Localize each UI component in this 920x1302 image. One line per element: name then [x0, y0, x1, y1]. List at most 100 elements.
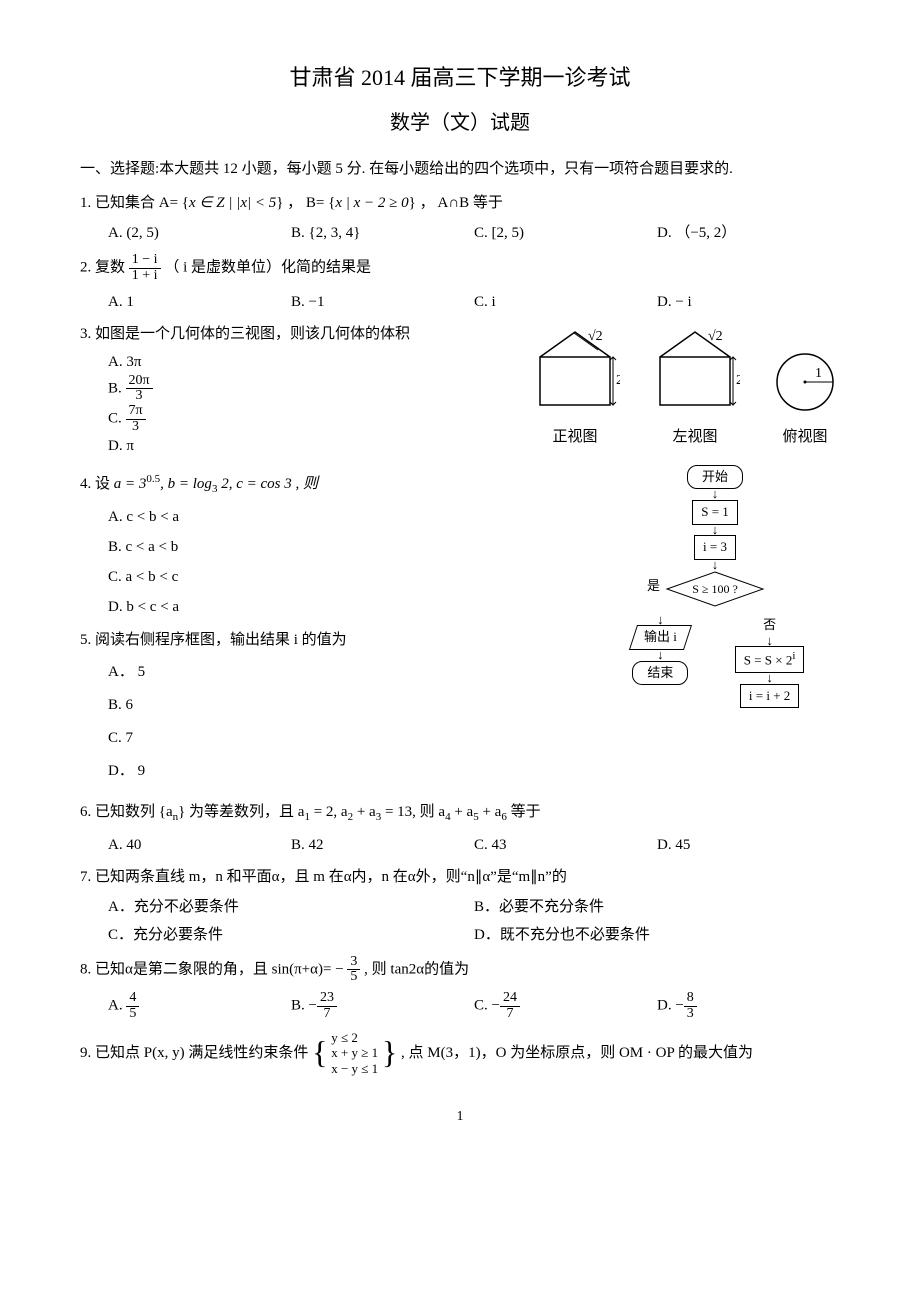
- brace-icon: {: [312, 1040, 327, 1066]
- q8-bd: 7: [317, 1007, 337, 1022]
- question-8: 8. 已知α是第二象限的角，且 sin(π+α)= − 35 , 则 tan2α…: [80, 955, 840, 1024]
- q2-fraction: 1 − i 1 + i: [129, 253, 161, 283]
- q4-q5-row: 4. 设 a = 30.5, b = log3 2, c = cos 3 , 则…: [80, 465, 840, 795]
- side-view-label: 左视图: [650, 425, 740, 449]
- q7-options: A．充分不必要条件 B．必要不充分条件 C．充分必要条件 D．既不充分也不必要条…: [108, 893, 840, 949]
- q1-pre: 1. 已知集合 A= {: [80, 195, 189, 211]
- side-view: √2 2 左视图: [650, 322, 740, 449]
- q3-b-frac: 20π3: [126, 374, 153, 404]
- q8-opt-c: C. −247: [474, 989, 657, 1023]
- q1-end: } ， A∩B 等于: [409, 195, 503, 211]
- q9-stem: 9. 已知点 P(x, y) 满足线性约束条件 { y ≤ 2 x + y ≥ …: [80, 1030, 840, 1077]
- q1-mid: } ， B= {: [276, 195, 335, 211]
- q1-stem: 1. 已知集合 A= {x ∈ Z | |x| < 5} ， B= {x | x…: [80, 191, 840, 215]
- svg-text:S ≥ 100 ?: S ≥ 100 ?: [692, 582, 738, 596]
- q8-options: A. 45 B. −237 C. −247 D. −83: [108, 989, 840, 1023]
- q2-opt-b: B. −1: [291, 288, 474, 316]
- q1-opt-b: B. {2, 3, 4}: [291, 219, 474, 247]
- q1-set-a: x ∈ Z | |x| < 5: [189, 195, 276, 211]
- question-7: 7. 已知两条直线 m，n 和平面α，且 m 在α内，n 在α外，则“n∥α”是…: [80, 865, 840, 949]
- q8-end: , 则 tan2α的值为: [364, 961, 469, 977]
- q8-cn: 24: [500, 991, 520, 1007]
- q8-f1n: 3: [347, 955, 360, 971]
- q8-dn: 8: [684, 991, 697, 1007]
- q9-l3: x − y ≤ 1: [331, 1061, 378, 1076]
- q8-a-pre: A.: [108, 998, 126, 1014]
- q4-stem: 4. 设 a = 30.5, b = log3 2, c = cos 3 , 则: [80, 471, 590, 499]
- front-view-label: 正视图: [530, 425, 620, 449]
- q6-eq1: = 2, a: [310, 804, 348, 820]
- q6-end: 等于: [507, 804, 541, 820]
- q6-p1: + a: [353, 804, 376, 820]
- q8-opt-a: A. 45: [108, 989, 291, 1023]
- front-view: √2 2 正视图: [530, 322, 620, 449]
- q3-c-n: 7π: [126, 404, 146, 420]
- q1-set-b: x | x − 2 ≥ 0: [335, 195, 408, 211]
- section-1-heading: 一、选择题:本大题共 12 小题，每小题 5 分. 在每小题给出的四个选项中，只…: [80, 157, 840, 181]
- flowchart: 开始 ↓ S = 1 ↓ i = 3 ↓ 是 S ≥ 100 ? ↓ 输出 i …: [610, 465, 820, 709]
- question-6: 6. 已知数列 {an} 为等差数列，且 a1 = 2, a2 + a3 = 1…: [80, 800, 840, 859]
- fc-mul: S = S × 2i: [735, 646, 805, 673]
- q1-options: A. (2, 5) B. {2, 3, 4} C. [2, 5) D. （−5,…: [108, 219, 840, 247]
- q1-opt-d: D. （−5, 2）: [657, 219, 840, 247]
- three-views: √2 2 正视图 √2 2 左视图: [530, 322, 840, 449]
- brace-icon: }: [382, 1040, 397, 1066]
- doc-subtitle: 数学（文）试题: [80, 107, 840, 139]
- q4-pre: 4. 设: [80, 476, 114, 492]
- arrow-icon: ↓: [719, 636, 820, 646]
- q9-pre: 9. 已知点 P(x, y) 满足线性约束条件: [80, 1044, 312, 1060]
- arrow-icon: ↓: [610, 560, 820, 570]
- q4-exp: 0.5: [146, 473, 160, 485]
- q6-pre: 6. 已知数列 {a: [80, 804, 173, 820]
- q9-l1: y ≤ 2: [331, 1030, 358, 1045]
- q9-system: y ≤ 2 x + y ≥ 1 x − y ≤ 1: [331, 1030, 378, 1077]
- question-9: 9. 已知点 P(x, y) 满足线性约束条件 { y ≤ 2 x + y ≥ …: [80, 1030, 840, 1077]
- fc-output: 输出 i: [629, 625, 692, 650]
- q4-a-expr: a = 3: [114, 476, 147, 492]
- q9-end: , 点 M(3，1)，O 为坐标原点，则 OM · OP 的最大值为: [401, 1044, 753, 1060]
- q8-ad: 5: [126, 1007, 139, 1022]
- q5-opt-c: C. 7: [108, 722, 590, 755]
- q8-bn: 23: [317, 991, 337, 1007]
- q5-opt-d: D． 9: [108, 755, 590, 788]
- fc-inc: i = i + 2: [740, 684, 799, 709]
- q2-opt-c: C. i: [474, 288, 657, 316]
- q4-opt-d: D. b < c < a: [108, 592, 590, 622]
- q4-b-expr: , b = log: [160, 476, 212, 492]
- q3-b-d: 3: [126, 389, 153, 404]
- top-view-svg: 1: [770, 347, 840, 417]
- q8-c-pre: C. −: [474, 998, 500, 1014]
- q8-b-pre: B. −: [291, 998, 317, 1014]
- q6-p3: + a: [479, 804, 502, 820]
- q4-opt-c: C. a < b < c: [108, 562, 590, 592]
- q6-options: A. 40 B. 42 C. 43 D. 45: [108, 831, 840, 859]
- q4-opt-a: A. c < b < a: [108, 502, 590, 532]
- q7-opt-a: A．充分不必要条件: [108, 893, 474, 921]
- arrow-icon: ↓: [610, 525, 820, 535]
- svg-text:1: 1: [815, 366, 822, 381]
- q6-opt-d: D. 45: [657, 831, 840, 859]
- q6-stem: 6. 已知数列 {an} 为等差数列，且 a1 = 2, a2 + a3 = 1…: [80, 800, 840, 827]
- q3-b-pre: B.: [108, 380, 126, 396]
- svg-text:2: 2: [736, 373, 740, 388]
- q1-opt-a: A. (2, 5): [108, 219, 291, 247]
- q7-opt-c: C．充分必要条件: [108, 921, 474, 949]
- question-2: 2. 复数 1 − i 1 + i （ i 是虚数单位）化简的结果是 A. 1 …: [80, 253, 840, 315]
- q2-opt-a: A. 1: [108, 288, 291, 316]
- page-number: 1: [80, 1106, 840, 1128]
- q2-options: A. 1 B. −1 C. i D. − i: [108, 288, 840, 316]
- q5-opt-b: B. 6: [108, 689, 590, 722]
- q7-opt-b: B．必要不充分条件: [474, 893, 840, 921]
- arrow-icon: ↓: [610, 489, 820, 499]
- fc-yes: 是: [647, 576, 660, 597]
- question-5: 5. 阅读右侧程序框图，输出结果 i 的值为 A． 5 B. 6 C. 7 D．…: [80, 628, 590, 788]
- q8-dd: 3: [684, 1007, 697, 1022]
- doc-title: 甘肃省 2014 届高三下学期一诊考试: [80, 60, 840, 95]
- q8-f1d: 5: [347, 970, 360, 985]
- top-view: 1 俯视图: [770, 347, 840, 449]
- q5-opt-a: A． 5: [108, 656, 590, 689]
- q8-stem: 8. 已知α是第二象限的角，且 sin(π+α)= − 35 , 则 tan2α…: [80, 955, 840, 985]
- q3-b-n: 20π: [126, 374, 153, 390]
- q6-opt-c: C. 43: [474, 831, 657, 859]
- diamond-icon: S ≥ 100 ?: [665, 570, 765, 608]
